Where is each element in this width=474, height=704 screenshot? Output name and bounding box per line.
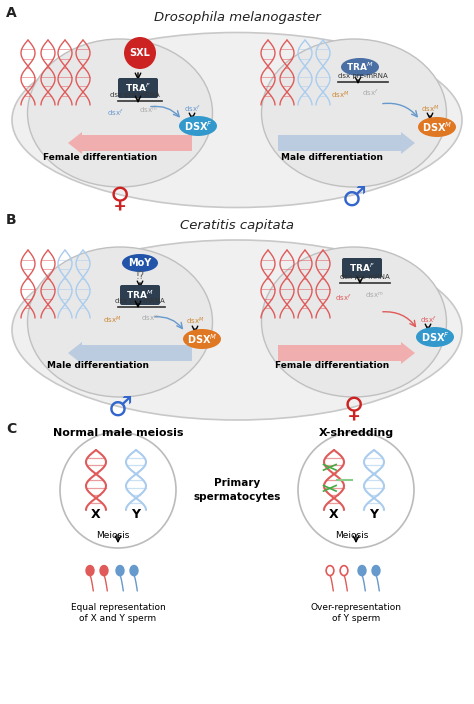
FancyBboxPatch shape — [118, 78, 158, 98]
Text: ♂: ♂ — [108, 394, 132, 422]
Text: dsx$^m$: dsx$^m$ — [365, 290, 383, 300]
Ellipse shape — [262, 39, 447, 187]
Text: dsx$^M$: dsx$^M$ — [421, 103, 439, 115]
Text: Meiosis: Meiosis — [96, 531, 129, 539]
Text: dsx$^f$: dsx$^f$ — [419, 315, 436, 326]
FancyBboxPatch shape — [120, 285, 160, 305]
Text: dsx$^m$: dsx$^m$ — [138, 105, 157, 115]
Text: dsx$^M$: dsx$^M$ — [186, 315, 204, 327]
Text: TRA$^M$: TRA$^M$ — [346, 61, 374, 73]
Ellipse shape — [358, 565, 366, 576]
Text: dsx$^f$: dsx$^f$ — [107, 107, 123, 119]
Ellipse shape — [122, 254, 158, 272]
Text: ♂: ♂ — [342, 184, 366, 212]
Ellipse shape — [116, 565, 124, 576]
Circle shape — [298, 432, 414, 548]
Text: dsx pre-mRNA: dsx pre-mRNA — [110, 92, 160, 98]
FancyArrow shape — [278, 132, 415, 154]
Ellipse shape — [12, 32, 462, 208]
Text: X-shredding: X-shredding — [319, 428, 393, 438]
Ellipse shape — [100, 565, 108, 576]
Text: dsx$^f$: dsx$^f$ — [335, 292, 351, 303]
Text: TRA$^F$: TRA$^F$ — [349, 262, 375, 274]
FancyBboxPatch shape — [342, 258, 382, 278]
Text: Male differentiation: Male differentiation — [47, 361, 149, 370]
Text: dsx pre-mRNA: dsx pre-mRNA — [338, 73, 388, 79]
Text: DSX$^F$: DSX$^F$ — [420, 330, 449, 344]
Text: dsx pre-mRNA: dsx pre-mRNA — [340, 274, 390, 280]
Text: Normal male meiosis: Normal male meiosis — [53, 428, 183, 438]
Text: Ceratitis capitata: Ceratitis capitata — [180, 218, 294, 232]
Text: Y: Y — [370, 508, 379, 522]
Text: Over-representation
of Y sperm: Over-representation of Y sperm — [310, 603, 401, 623]
Text: Y: Y — [131, 508, 140, 522]
Ellipse shape — [416, 327, 454, 347]
Text: TRA$^F$: TRA$^F$ — [125, 82, 151, 94]
Text: DSX$^F$: DSX$^F$ — [183, 119, 212, 133]
Text: ♀: ♀ — [110, 184, 130, 212]
Text: dsx$^M$: dsx$^M$ — [103, 315, 121, 326]
Ellipse shape — [86, 565, 94, 576]
Ellipse shape — [12, 240, 462, 420]
Ellipse shape — [179, 116, 217, 136]
Text: Primary
spermatocytes: Primary spermatocytes — [193, 479, 281, 501]
Ellipse shape — [130, 565, 138, 576]
Text: !?: !? — [136, 271, 145, 281]
Text: X: X — [329, 508, 339, 522]
Text: B: B — [6, 213, 17, 227]
Text: dsx$^f$: dsx$^f$ — [362, 87, 378, 99]
Text: Meiosis: Meiosis — [335, 531, 368, 539]
Text: A: A — [6, 6, 17, 20]
FancyArrow shape — [68, 132, 192, 154]
Ellipse shape — [372, 565, 380, 576]
Text: dsx$^f$: dsx$^f$ — [184, 103, 201, 115]
Text: X: X — [91, 508, 101, 522]
Text: C: C — [6, 422, 16, 436]
Ellipse shape — [262, 247, 447, 397]
Ellipse shape — [341, 58, 379, 76]
Text: dsx$^m$: dsx$^m$ — [141, 313, 159, 323]
Text: dsx$^M$: dsx$^M$ — [331, 89, 349, 101]
Text: Equal representation
of X and Y sperm: Equal representation of X and Y sperm — [71, 603, 165, 623]
Text: Drosophila melanogaster: Drosophila melanogaster — [154, 11, 320, 25]
Text: DSX$^M$: DSX$^M$ — [187, 332, 217, 346]
Ellipse shape — [418, 117, 456, 137]
Text: DSX$^M$: DSX$^M$ — [422, 120, 452, 134]
FancyArrow shape — [278, 342, 415, 364]
Text: dsx pre-mRNA: dsx pre-mRNA — [115, 298, 165, 304]
Text: Female differentiation: Female differentiation — [43, 153, 157, 163]
Text: Female differentiation: Female differentiation — [275, 361, 389, 370]
Ellipse shape — [27, 39, 212, 187]
Text: TRA$^M$: TRA$^M$ — [126, 289, 154, 301]
Ellipse shape — [27, 247, 212, 397]
Text: ♀: ♀ — [344, 394, 364, 422]
Text: MoY: MoY — [128, 258, 152, 268]
Text: Male differentiation: Male differentiation — [281, 153, 383, 161]
Ellipse shape — [183, 329, 221, 349]
FancyArrow shape — [68, 342, 192, 364]
Circle shape — [124, 37, 156, 69]
Text: SXL: SXL — [129, 48, 150, 58]
Circle shape — [60, 432, 176, 548]
